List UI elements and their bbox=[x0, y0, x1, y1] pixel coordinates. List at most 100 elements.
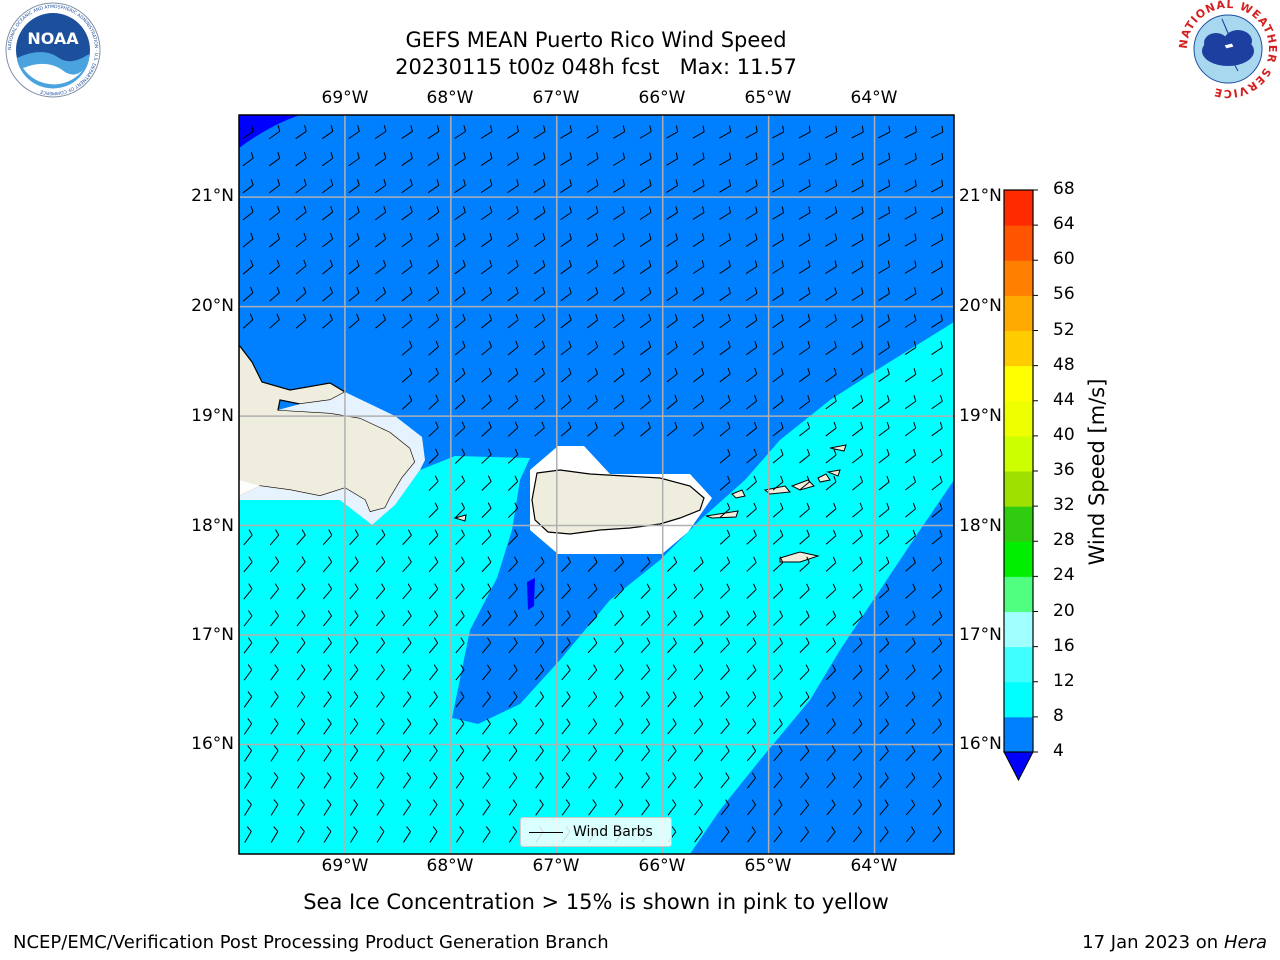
wind-barb bbox=[323, 718, 332, 735]
wind-barb-feather bbox=[754, 260, 758, 267]
wind-barb bbox=[533, 152, 546, 166]
wind-barb bbox=[852, 799, 863, 816]
wind-barb bbox=[349, 583, 359, 600]
wind-barb-shaft bbox=[481, 534, 492, 546]
wind-barb-feather bbox=[887, 206, 891, 213]
wind-barb-feather bbox=[672, 691, 677, 698]
wind-barb-feather bbox=[805, 745, 810, 752]
wind-barb-shaft bbox=[269, 238, 280, 248]
wind-barb-feather bbox=[409, 340, 413, 347]
wind-barb bbox=[745, 206, 758, 220]
wind-barb-shaft bbox=[322, 561, 333, 573]
wind-barb-shaft bbox=[507, 265, 519, 275]
wind-barb-shaft bbox=[772, 266, 784, 274]
wind-barb bbox=[878, 421, 890, 437]
wind-barb-feather bbox=[859, 610, 863, 617]
wind-barb bbox=[429, 772, 438, 789]
wind-barb bbox=[561, 745, 571, 762]
wind-barb-shaft bbox=[297, 831, 305, 843]
wind-barb-shaft bbox=[561, 588, 571, 600]
wind-barb-feather bbox=[595, 233, 599, 240]
wind-barb-feather bbox=[461, 421, 466, 428]
wind-barb-feather bbox=[486, 691, 491, 698]
wind-barb-shaft bbox=[374, 184, 387, 194]
wind-barb-shaft bbox=[242, 157, 254, 167]
wind-barb-shaft bbox=[321, 184, 334, 194]
wind-barb-feather bbox=[646, 583, 651, 590]
wind-barb bbox=[878, 529, 890, 545]
wind-barb-shaft bbox=[402, 696, 412, 708]
wind-barb-shaft bbox=[454, 292, 466, 302]
wind-barb bbox=[428, 259, 440, 275]
wind-barb-shaft bbox=[588, 723, 597, 735]
wind-barb-feather bbox=[593, 556, 598, 563]
wind-barb-shaft bbox=[244, 777, 252, 789]
wind-barb bbox=[587, 610, 598, 627]
wind-barb-shaft bbox=[560, 319, 572, 329]
wind-barb-shaft bbox=[851, 373, 864, 383]
wind-barb-feather bbox=[300, 745, 306, 751]
wind-barb-feather bbox=[326, 745, 332, 751]
wind-barb bbox=[297, 826, 305, 843]
wind-barb-shaft bbox=[693, 723, 704, 735]
wind-barb bbox=[825, 448, 837, 464]
wind-barb-feather bbox=[806, 502, 810, 509]
wind-barb-feather bbox=[592, 718, 598, 725]
wind-barb-feather bbox=[753, 475, 757, 482]
wind-barb-shaft bbox=[720, 642, 730, 654]
wind-barb bbox=[561, 583, 571, 600]
wind-barb-feather bbox=[273, 745, 279, 751]
lat-label-right-19n: 19°N bbox=[959, 406, 1002, 426]
wind-barb-shaft bbox=[773, 804, 783, 816]
wind-barb-shaft bbox=[270, 750, 279, 762]
wind-barb bbox=[402, 637, 412, 654]
wind-barb-feather bbox=[300, 691, 306, 698]
wind-barb-feather bbox=[728, 152, 732, 159]
wind-barb-shaft bbox=[296, 561, 306, 573]
wind-barb-feather bbox=[409, 313, 413, 321]
wind-barb-shaft bbox=[428, 346, 439, 356]
wind-barb bbox=[746, 556, 757, 572]
wind-barb-feather bbox=[303, 205, 307, 213]
wind-barb-shaft bbox=[746, 454, 757, 464]
wind-barb bbox=[375, 610, 386, 627]
wind-barb-feather bbox=[778, 772, 783, 779]
wind-barb-feather bbox=[778, 745, 783, 752]
wind-barb bbox=[745, 152, 758, 166]
wind-barb-shaft bbox=[666, 373, 678, 383]
wind-barb bbox=[587, 313, 599, 329]
wind-barb bbox=[401, 394, 413, 410]
wind-barb-feather bbox=[673, 583, 678, 590]
wind-barb bbox=[560, 260, 572, 275]
wind-barb-feather bbox=[646, 637, 651, 644]
wind-barb-shaft bbox=[402, 534, 412, 546]
wind-barb bbox=[455, 826, 465, 843]
wind-barb-feather bbox=[246, 799, 252, 805]
wind-barb-shaft bbox=[667, 669, 677, 681]
wind-barb-feather bbox=[727, 367, 731, 375]
wind-barb bbox=[534, 340, 546, 356]
wind-barb-shaft bbox=[401, 184, 413, 194]
wind-barb bbox=[244, 799, 252, 816]
sea-ice-note: Sea Ice Concentration > 15% is shown in … bbox=[303, 890, 889, 914]
wind-barb bbox=[613, 421, 625, 437]
wind-barb bbox=[825, 179, 838, 193]
wind-barb bbox=[507, 475, 519, 491]
colorbar-tick-label: 12 bbox=[1053, 670, 1075, 691]
wind-barb bbox=[878, 152, 891, 166]
wind-barb bbox=[639, 206, 652, 220]
wind-barb-shaft bbox=[666, 319, 678, 329]
wind-barb-shaft bbox=[481, 319, 492, 329]
wind-barb-feather bbox=[727, 394, 731, 402]
wind-barb bbox=[746, 718, 757, 735]
wind-barb-shaft bbox=[508, 669, 518, 681]
wind-barb bbox=[508, 691, 518, 708]
wind-barb bbox=[455, 475, 466, 491]
wind-barb-feather bbox=[755, 152, 758, 159]
wind-barb-feather bbox=[568, 260, 572, 267]
wind-barb bbox=[534, 421, 545, 437]
wind-barb-feather bbox=[885, 556, 890, 563]
wind-barb-feather bbox=[540, 583, 545, 590]
wind-barb bbox=[905, 718, 916, 735]
wind-barb bbox=[376, 799, 385, 816]
